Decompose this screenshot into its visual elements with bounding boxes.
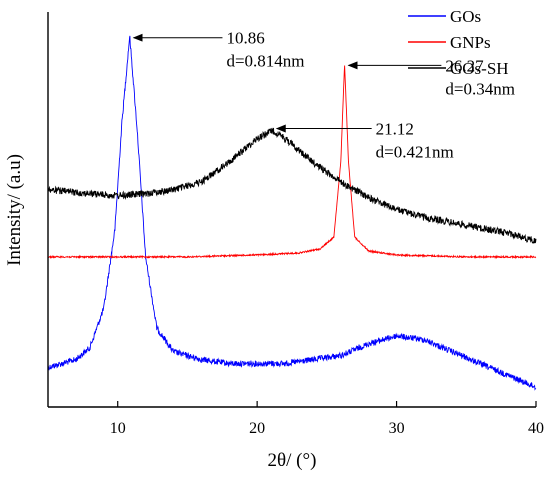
x-ticks: 10 20 30 40 — [110, 401, 544, 437]
x-axis-title: 2θ/ (°) — [268, 450, 317, 471]
series-line-gos — [47, 35, 537, 391]
annotation-peak-value: 10.86 — [226, 29, 264, 48]
legend-label-gos: GOs — [450, 7, 481, 26]
legend-label-gos-sh: GOs-SH — [450, 59, 509, 78]
annotation-peak-value: 26.27 — [445, 56, 484, 75]
y-axis-title: Intensity/ (a.u) — [4, 154, 25, 266]
x-tick-label: 40 — [528, 420, 544, 437]
series-line-gnps — [47, 65, 537, 260]
x-tick-label: 30 — [389, 420, 405, 437]
x-tick-label: 20 — [249, 420, 265, 437]
x-tick-label: 10 — [110, 420, 126, 437]
series-line-gos-sh — [47, 127, 537, 244]
annotation-d-spacing: d=0.34nm — [445, 79, 515, 98]
legend: GOs GNPs GOs-SH — [408, 7, 509, 78]
annotation-peak-value: 21.12 — [376, 120, 414, 139]
annotation-d-spacing: d=0.814nm — [226, 52, 304, 71]
peak-annotations: 10.86 d=0.814nm 26.27 d=0.34nm 21.12 d=0.421n… — [132, 29, 515, 162]
legend-label-gnps: GNPs — [450, 33, 491, 52]
series-layer — [47, 35, 537, 391]
annotation-d-spacing: d=0.421nm — [376, 143, 454, 162]
